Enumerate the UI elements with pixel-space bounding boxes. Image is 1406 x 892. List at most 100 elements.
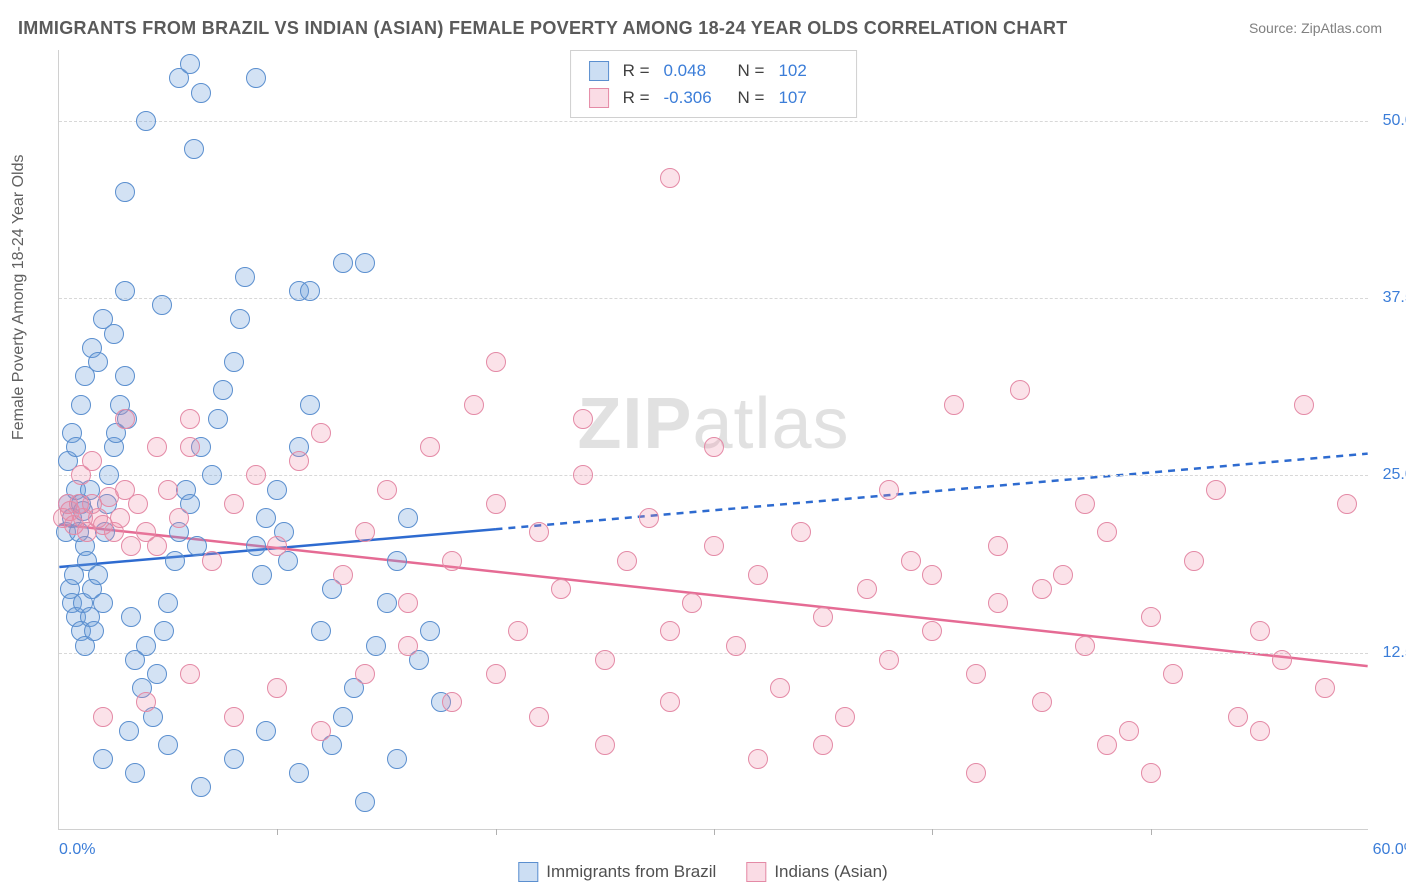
data-point (169, 508, 189, 528)
data-point (726, 636, 746, 656)
data-point (202, 551, 222, 571)
data-point (152, 295, 172, 315)
data-point (93, 707, 113, 727)
data-point (922, 621, 942, 641)
data-point (791, 522, 811, 542)
y-tick-label: 12.5% (1374, 644, 1406, 662)
data-point (944, 395, 964, 415)
data-point (224, 352, 244, 372)
source-attribution: Source: ZipAtlas.com (1249, 20, 1382, 36)
data-point (1119, 721, 1139, 741)
data-point (136, 636, 156, 656)
data-point (1010, 380, 1030, 400)
data-point (158, 735, 178, 755)
legend-label: Immigrants from Brazil (546, 862, 716, 882)
data-point (639, 508, 659, 528)
data-point (420, 437, 440, 457)
correlation-stats-box: R =0.048N =102R =-0.306N =107 (570, 50, 858, 118)
data-point (256, 721, 276, 741)
data-point (1272, 650, 1292, 670)
data-point (246, 465, 266, 485)
data-point (202, 465, 222, 485)
data-point (377, 480, 397, 500)
data-point (104, 324, 124, 344)
data-point (267, 536, 287, 556)
data-point (420, 621, 440, 641)
data-point (1097, 522, 1117, 542)
data-point (387, 551, 407, 571)
data-point (110, 508, 130, 528)
data-point (333, 253, 353, 273)
data-point (84, 621, 104, 641)
data-point (121, 536, 141, 556)
data-point (88, 352, 108, 372)
data-point (235, 267, 255, 287)
data-point (158, 480, 178, 500)
data-point (1228, 707, 1248, 727)
data-point (333, 707, 353, 727)
data-point (136, 111, 156, 131)
data-point (136, 692, 156, 712)
data-point (93, 593, 113, 613)
data-point (180, 437, 200, 457)
y-tick-label: 50.0% (1374, 112, 1406, 130)
chart-title: IMMIGRANTS FROM BRAZIL VS INDIAN (ASIAN)… (18, 18, 1068, 39)
data-point (115, 281, 135, 301)
data-point (355, 522, 375, 542)
stat-r-label: R = (623, 57, 650, 84)
data-point (119, 721, 139, 741)
data-point (813, 735, 833, 755)
data-point (115, 182, 135, 202)
legend-swatch (518, 862, 538, 882)
stat-r-value: 0.048 (664, 57, 724, 84)
data-point (1053, 565, 1073, 585)
data-point (208, 409, 228, 429)
data-point (333, 565, 353, 585)
data-point (121, 607, 141, 627)
y-axis-label: Female Poverty Among 18-24 Year Olds (10, 155, 28, 441)
data-point (387, 749, 407, 769)
data-point (246, 68, 266, 88)
x-tick (714, 829, 715, 835)
data-point (573, 465, 593, 485)
data-point (682, 593, 702, 613)
data-point (1206, 480, 1226, 500)
data-point (147, 536, 167, 556)
x-axis-max-label: 60.0% (1373, 841, 1406, 859)
data-point (835, 707, 855, 727)
data-point (1337, 494, 1357, 514)
stat-n-value: 107 (778, 84, 838, 111)
data-point (311, 621, 331, 641)
data-point (551, 579, 571, 599)
data-point (966, 664, 986, 684)
data-point (147, 664, 167, 684)
data-point (1294, 395, 1314, 415)
data-point (1032, 692, 1052, 712)
data-point (355, 664, 375, 684)
data-point (311, 423, 331, 443)
legend-swatch (589, 61, 609, 81)
data-point (191, 83, 211, 103)
data-point (988, 536, 1008, 556)
data-point (660, 168, 680, 188)
data-point (180, 54, 200, 74)
x-tick (277, 829, 278, 835)
data-point (660, 621, 680, 641)
data-point (1250, 621, 1270, 641)
data-point (398, 593, 418, 613)
data-point (147, 437, 167, 457)
data-point (300, 281, 320, 301)
data-point (486, 352, 506, 372)
data-point (115, 366, 135, 386)
data-point (857, 579, 877, 599)
legend-item: Indians (Asian) (746, 862, 887, 882)
data-point (398, 636, 418, 656)
legend-swatch (746, 862, 766, 882)
data-point (154, 621, 174, 641)
data-point (1097, 735, 1117, 755)
data-point (180, 664, 200, 684)
data-point (966, 763, 986, 783)
data-point (1075, 494, 1095, 514)
legend-swatch (589, 88, 609, 108)
data-point (115, 409, 135, 429)
